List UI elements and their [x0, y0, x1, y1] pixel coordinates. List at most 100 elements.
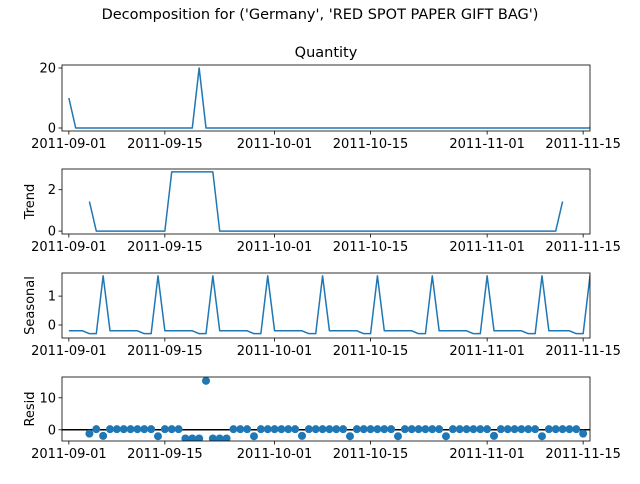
resid-point [517, 425, 526, 434]
x-tick-label: 2011-11-01 [449, 344, 525, 359]
x-tick-label: 2011-09-15 [127, 137, 203, 152]
series-line [88, 171, 564, 232]
y-axis-label: Trend [23, 184, 38, 221]
subplot-title: Quantity [295, 45, 358, 61]
resid-point [250, 432, 258, 441]
y-tick-label: 2 [48, 183, 56, 198]
resid-point [496, 425, 505, 434]
resid-point [483, 425, 492, 434]
resid-point [387, 425, 396, 434]
subplot-seasonal: 2011-09-01 2011-09-15 2011-10-01 2011-10-15… [23, 272, 621, 359]
resid-point [99, 431, 108, 440]
resid-point [112, 425, 121, 434]
resid-point [565, 425, 574, 434]
resid-point [428, 425, 437, 434]
resid-point [215, 434, 224, 441]
y-axis-label: Seasonal [23, 276, 38, 335]
y-tick-label: 0 [48, 122, 56, 137]
y-tick-label: 1 [48, 290, 56, 305]
resid-point [133, 425, 142, 434]
resid-point [167, 425, 176, 434]
x-tick-label: 2011-10-01 [237, 344, 313, 359]
resid-point [544, 425, 553, 434]
resid-point [421, 425, 430, 434]
resid-point [462, 425, 471, 434]
resid-point [325, 425, 334, 434]
resid-point [291, 425, 300, 434]
resid-point [346, 432, 354, 441]
figure-title: Decomposition for ('Germany', 'RED SPOT … [101, 7, 539, 23]
x-tick-label: 2011-10-01 [237, 240, 313, 255]
x-tick-label: 2011-10-01 [237, 137, 313, 152]
resid-point [352, 425, 361, 434]
y-tick-label: 10 [39, 391, 56, 406]
resid-point [126, 425, 135, 434]
resid-point [256, 425, 265, 434]
resid-point [311, 425, 320, 434]
axes-frame [61, 64, 591, 132]
x-tick-label: 2011-11-15 [545, 240, 621, 255]
resid-point [85, 429, 94, 438]
resid-point [366, 425, 375, 434]
resid-point [147, 425, 156, 434]
resid-point [579, 429, 588, 438]
resid-point [503, 425, 512, 434]
resid-point [400, 425, 409, 434]
resid-point [455, 425, 464, 434]
resid-point [332, 425, 341, 434]
resid-point [407, 425, 416, 434]
y-tick-label: 0 [48, 225, 56, 240]
resid-point [304, 425, 313, 434]
resid-point [339, 425, 348, 434]
resid-point [469, 425, 478, 434]
plot-area [68, 275, 590, 335]
resid-point [236, 425, 245, 434]
resid-point [435, 425, 444, 434]
resid-point [277, 425, 286, 434]
plot-area [88, 171, 564, 232]
x-tick-label: 2011-09-15 [127, 447, 203, 462]
axes-frame [61, 272, 591, 339]
resid-point [442, 432, 450, 441]
resid-point [195, 434, 204, 441]
x-tick-label: 2011-09-01 [31, 344, 107, 359]
resid-point [284, 425, 293, 434]
resid-point [140, 425, 149, 434]
resid-point [551, 425, 560, 434]
resid-point [188, 434, 197, 441]
resid-point [510, 425, 519, 434]
resid-point [359, 425, 368, 434]
plot-area [68, 67, 590, 129]
x-tick-label: 2011-10-15 [333, 240, 409, 255]
y-tick-label: 0 [48, 423, 56, 438]
resid-point [476, 425, 485, 434]
x-tick-label: 2011-09-15 [127, 240, 203, 255]
series-line [68, 275, 590, 335]
x-tick-label: 2011-09-01 [31, 137, 107, 152]
plot-area [62, 377, 590, 441]
resid-point [160, 425, 169, 434]
x-tick-label: 2011-09-01 [31, 447, 107, 462]
resid-point [243, 425, 252, 434]
resid-point [538, 432, 546, 441]
resid-point [490, 431, 498, 440]
resid-point [229, 425, 238, 434]
resid-point [318, 425, 327, 434]
x-tick-label: 2011-10-15 [333, 344, 409, 359]
resid-point [202, 377, 210, 385]
x-tick-label: 2011-11-01 [449, 240, 525, 255]
resid-point [394, 432, 402, 441]
subplot-quantity: 2011-09-01 2011-09-15 2011-10-01 2011-10-15… [31, 45, 621, 152]
resid-point [414, 425, 423, 434]
x-tick-label: 2011-10-15 [333, 137, 409, 152]
y-tick-label: 20 [39, 62, 56, 77]
resid-point [119, 425, 128, 434]
resid-point [222, 434, 231, 441]
resid-point [448, 425, 457, 434]
resid-point [181, 434, 190, 441]
resid-point [154, 432, 162, 441]
x-tick-label: 2011-11-01 [449, 447, 525, 462]
y-tick-label: 0 [48, 319, 56, 334]
